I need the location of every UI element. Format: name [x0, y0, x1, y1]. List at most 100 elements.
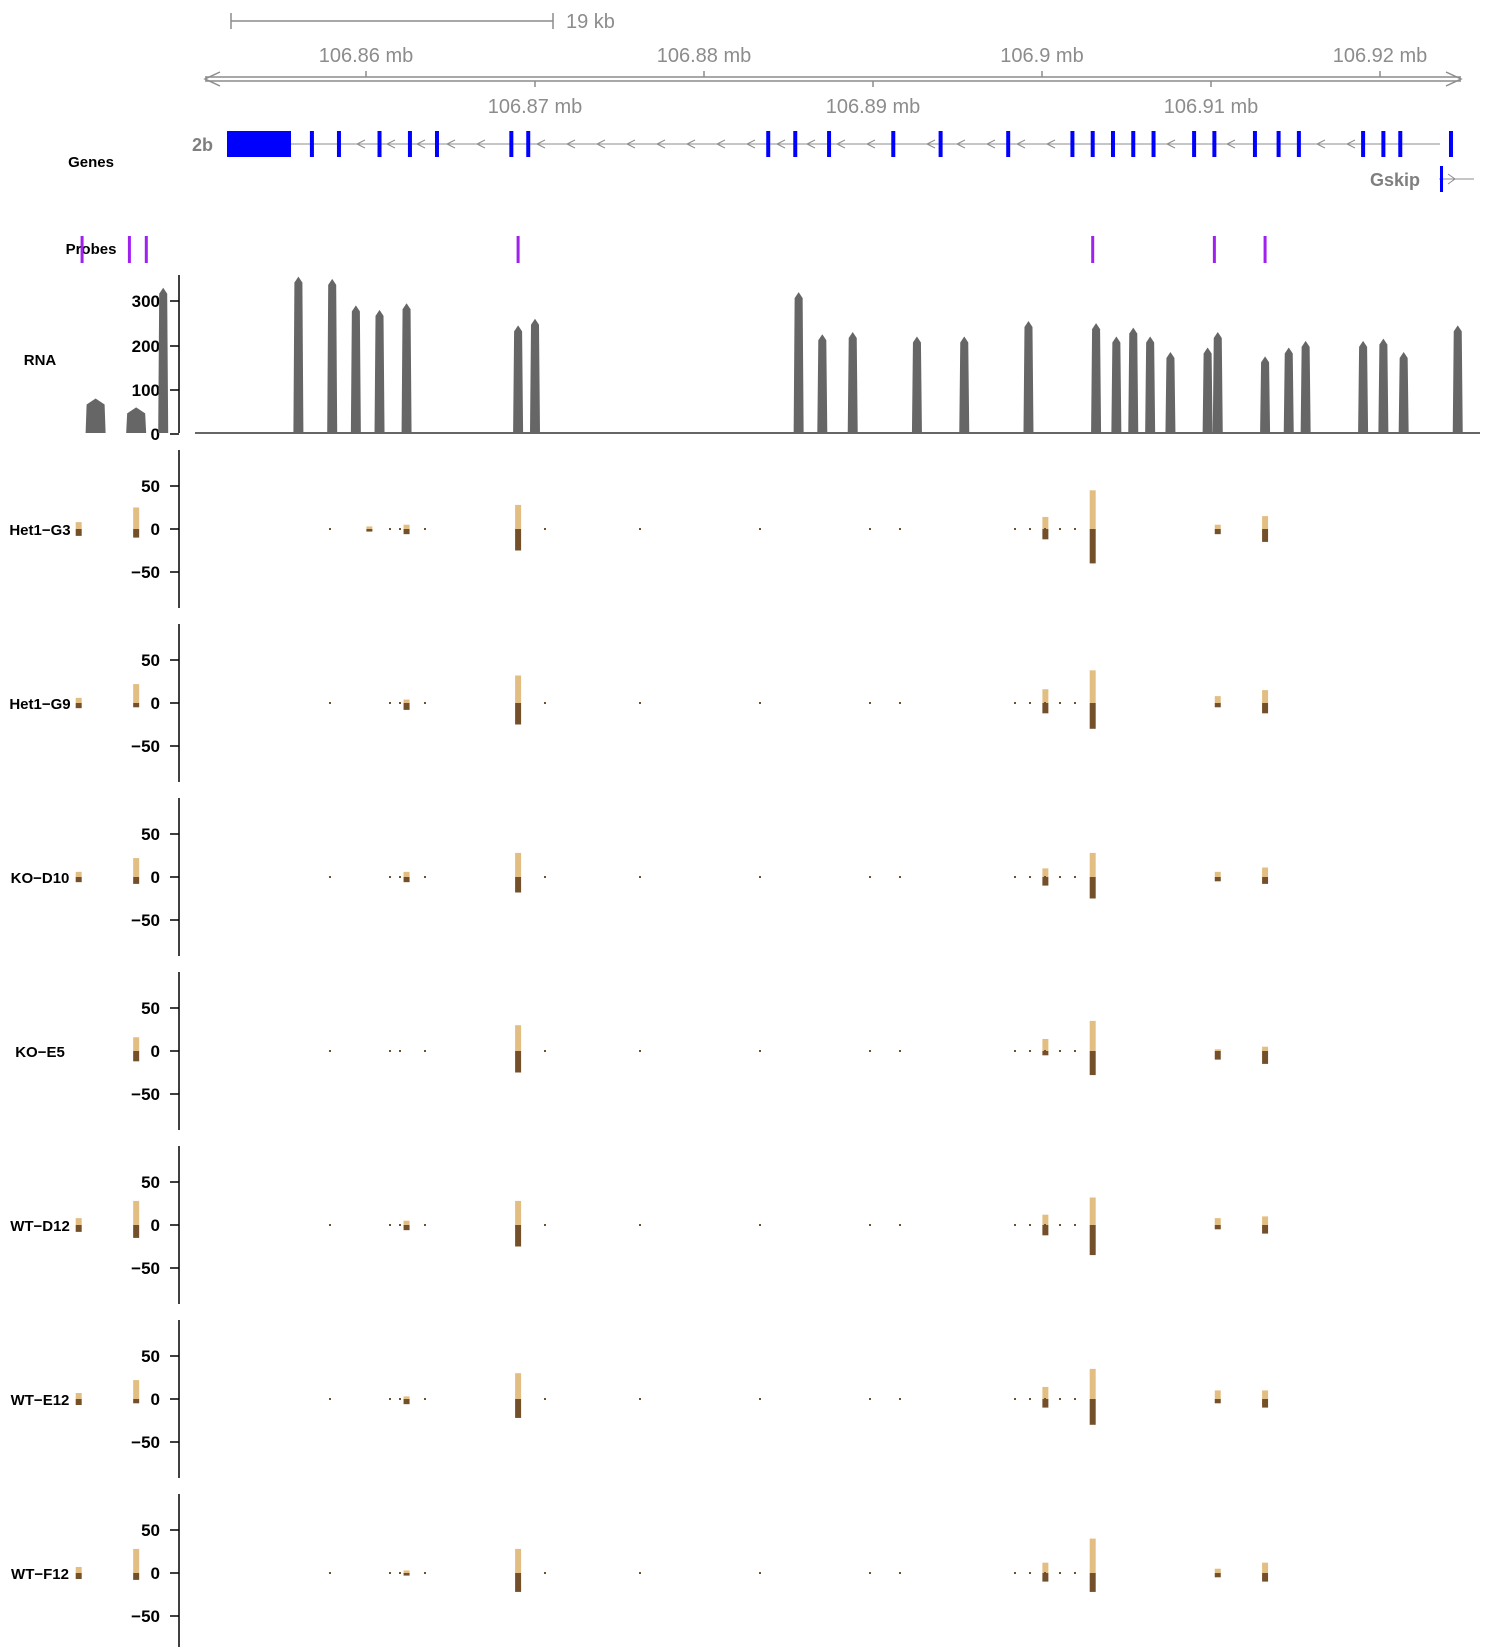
minus-strand-bar — [1042, 1399, 1049, 1408]
minus-strand-bar — [75, 1573, 82, 1580]
probe-mark — [1212, 236, 1216, 263]
baseline-mark — [639, 1224, 641, 1226]
baseline-mark — [389, 876, 391, 878]
axis-tick-label: 106.9 mb — [1000, 45, 1083, 67]
gene-exon — [891, 131, 896, 157]
plus-strand-bar — [1214, 1049, 1221, 1051]
plus-strand-bar — [515, 1025, 522, 1051]
plus-strand-bar — [515, 1548, 522, 1573]
baseline-mark — [1074, 1398, 1076, 1400]
plus-strand-bar — [1262, 867, 1269, 877]
plus-strand-bar — [1214, 871, 1221, 877]
gene-exon — [1296, 131, 1301, 157]
gene-exon — [336, 131, 341, 157]
plus-strand-bar — [1042, 1562, 1049, 1573]
baseline-mark — [399, 876, 401, 878]
minus-strand-bar — [1214, 1225, 1221, 1230]
baseline-mark — [329, 1224, 331, 1226]
baseline-mark — [1074, 702, 1076, 704]
gene-exon — [827, 131, 832, 157]
sample-tracks: Het1−G3500−50Het1−G9500−50KO−D10500−50KO… — [9, 450, 1269, 1647]
intron-arrow — [415, 139, 426, 149]
plus-strand-bar — [1214, 524, 1221, 529]
baseline-mark — [869, 1224, 871, 1226]
sample-track: KO−E5 50 0 −50 — [15, 972, 1269, 1130]
axis-tick-label: 106.89 mb — [826, 96, 921, 118]
plus-strand-bar — [1214, 1218, 1221, 1225]
minus-strand-bar — [1214, 1573, 1221, 1578]
minus-strand-bar — [1042, 1051, 1049, 1056]
plus-strand-bar — [403, 1220, 410, 1225]
baseline-mark — [1059, 528, 1061, 530]
sample-ytick: 0 — [151, 694, 160, 713]
minus-strand-bar — [1042, 1573, 1049, 1582]
gene-exon — [1151, 131, 1156, 157]
minus-strand-bar — [133, 1051, 140, 1062]
minus-strand-bar — [515, 703, 522, 725]
sample-track: Het1−G9 50 0 −50 — [9, 624, 1269, 782]
sample-ytick: 50 — [141, 825, 160, 844]
minus-strand-bar — [515, 1051, 522, 1073]
sample-ytick: 0 — [151, 1216, 160, 1235]
intron-arrow — [685, 139, 696, 149]
plus-strand-bar — [1089, 1368, 1096, 1399]
gene-label-left: 2b — [192, 135, 213, 155]
intron-arrow — [865, 139, 876, 149]
plus-strand-bar — [133, 684, 140, 703]
plus-strand-bar — [515, 1200, 522, 1225]
minus-strand-bar — [1089, 529, 1096, 564]
rna-ytick: 300 — [132, 292, 160, 311]
baseline-mark — [899, 876, 901, 878]
baseline-mark — [759, 1224, 761, 1226]
probe-mark — [1263, 236, 1267, 263]
baseline-mark — [1074, 1224, 1076, 1226]
plus-strand-bar — [75, 1392, 82, 1399]
baseline-mark — [899, 702, 901, 704]
minus-strand-bar — [403, 1573, 410, 1576]
sample-label: WT−F12 — [11, 1566, 69, 1583]
gene-exon — [309, 131, 314, 157]
baseline-mark — [1014, 876, 1016, 878]
minus-strand-bar — [1262, 1573, 1269, 1582]
baseline-mark — [1059, 702, 1061, 704]
sample-track: WT−D12 50 0 −50 — [10, 1146, 1269, 1304]
minus-strand-bar — [515, 1573, 522, 1592]
rna-peak — [793, 292, 804, 433]
rna-peak — [350, 305, 361, 433]
rna-peak — [1128, 327, 1139, 433]
minus-strand-bar — [515, 877, 522, 893]
baseline-mark — [1029, 1398, 1031, 1400]
baseline-mark — [1014, 1572, 1016, 1574]
baseline-mark — [759, 702, 761, 704]
track-label-rna: RNA — [24, 352, 57, 369]
baseline-mark — [1029, 1224, 1031, 1226]
baseline-mark — [1014, 1224, 1016, 1226]
plus-strand-bar — [1042, 1214, 1049, 1225]
minus-strand-bar — [1262, 1225, 1269, 1234]
baseline-mark — [1074, 876, 1076, 878]
sample-ytick: −50 — [131, 1607, 160, 1626]
baseline-mark — [544, 1572, 546, 1574]
track-label-probes: Probes — [66, 241, 117, 258]
minus-strand-bar — [1089, 1051, 1096, 1076]
genome-axis: 106.86 mb 106.88 mb 106.9 mb 106.92 mb 1… — [203, 45, 1463, 118]
rna-peak — [1212, 332, 1223, 433]
baseline-mark — [1044, 1224, 1046, 1226]
gene-exon — [279, 131, 284, 157]
sample-label: Het1−G9 — [9, 696, 70, 713]
rna-ytick: 100 — [132, 381, 160, 400]
rna-peak — [1023, 320, 1034, 433]
intron-arrow — [385, 139, 396, 149]
baseline-mark — [759, 1050, 761, 1052]
minus-strand-bar — [515, 529, 522, 551]
baseline-mark — [869, 528, 871, 530]
gene-exon — [793, 131, 798, 157]
baseline-mark — [869, 876, 871, 878]
plus-strand-bar — [1262, 1216, 1269, 1225]
minus-strand-bar — [1262, 529, 1269, 542]
minus-strand-bar — [1214, 1051, 1221, 1060]
minus-strand-bar — [133, 703, 140, 708]
baseline-mark — [389, 1572, 391, 1574]
rna-peak — [1091, 323, 1102, 433]
